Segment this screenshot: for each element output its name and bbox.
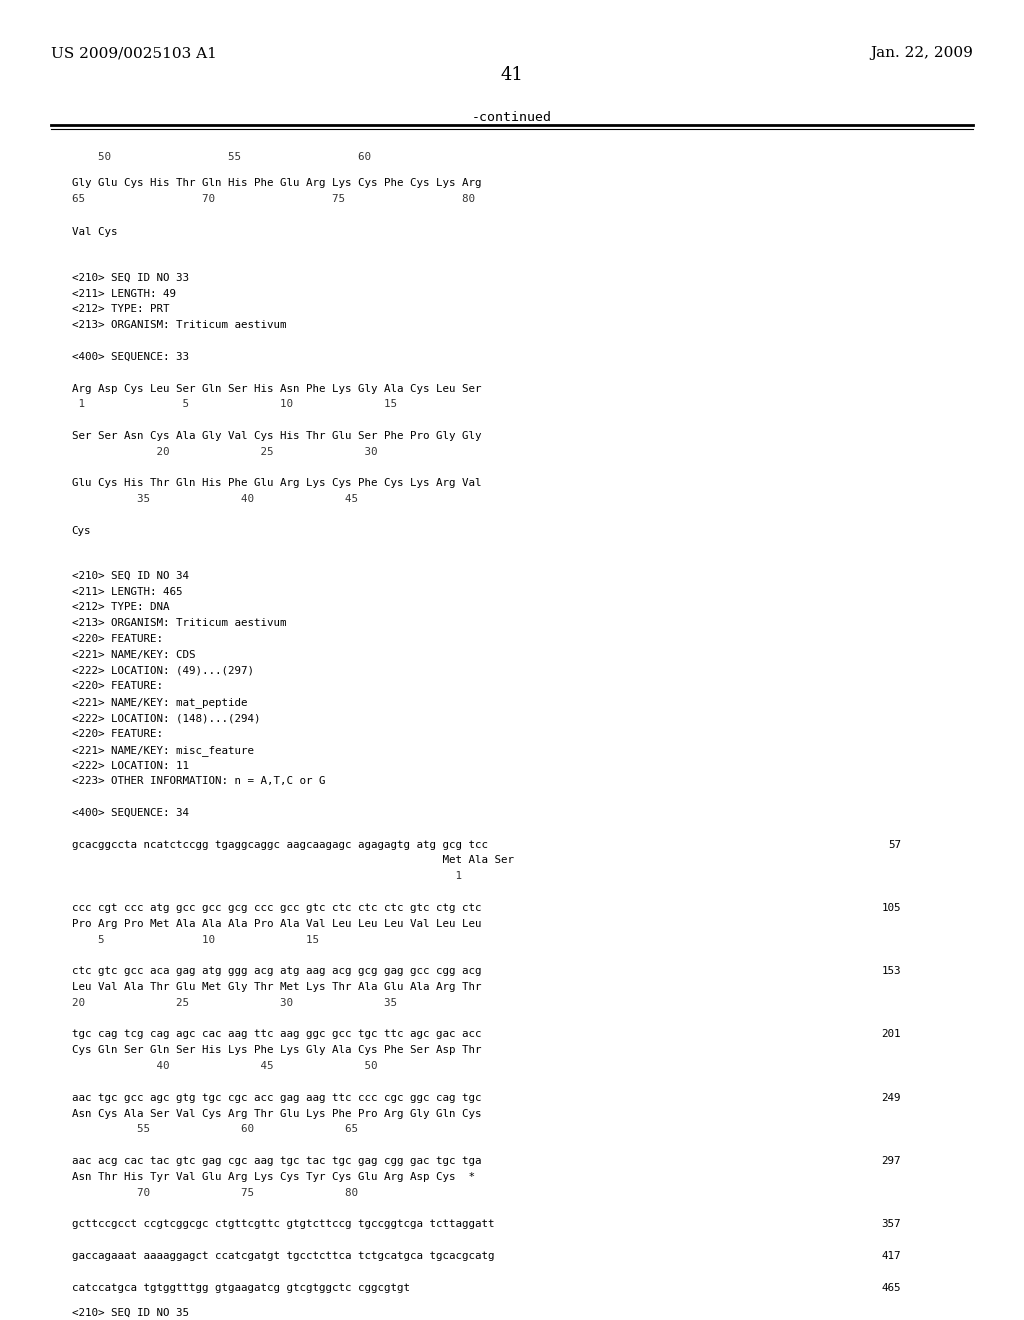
Text: <210> SEQ ID NO 33: <210> SEQ ID NO 33 [72, 273, 188, 282]
Text: catccatgca tgtggtttgg gtgaagatcg gtcgtggctc cggcgtgt: catccatgca tgtggtttgg gtgaagatcg gtcgtgg… [72, 1283, 410, 1292]
Text: <212> TYPE: PRT: <212> TYPE: PRT [72, 305, 169, 314]
Text: 1: 1 [72, 871, 462, 882]
Text: <220> FEATURE:: <220> FEATURE: [72, 729, 163, 739]
Text: <211> LENGTH: 49: <211> LENGTH: 49 [72, 289, 176, 298]
Text: <210> SEQ ID NO 34: <210> SEQ ID NO 34 [72, 570, 188, 581]
Text: tgc cag tcg cag agc cac aag ttc aag ggc gcc tgc ttc agc gac acc: tgc cag tcg cag agc cac aag ttc aag ggc … [72, 1030, 481, 1039]
Text: Jan. 22, 2009: Jan. 22, 2009 [870, 46, 973, 61]
Text: 70              75              80: 70 75 80 [72, 1188, 357, 1197]
Text: Leu Val Ala Thr Glu Met Gly Thr Met Lys Thr Ala Glu Ala Arg Thr: Leu Val Ala Thr Glu Met Gly Thr Met Lys … [72, 982, 481, 993]
Text: <213> ORGANISM: Triticum aestivum: <213> ORGANISM: Triticum aestivum [72, 618, 286, 628]
Text: <211> LENGTH: 465: <211> LENGTH: 465 [72, 586, 182, 597]
Text: ccc cgt ccc atg gcc gcc gcg ccc gcc gtc ctc ctc ctc gtc ctg ctc: ccc cgt ccc atg gcc gcc gcg ccc gcc gtc … [72, 903, 481, 913]
Text: 55              60              65: 55 60 65 [72, 1125, 357, 1134]
Text: Pro Arg Pro Met Ala Ala Ala Pro Ala Val Leu Leu Leu Val Leu Leu: Pro Arg Pro Met Ala Ala Ala Pro Ala Val … [72, 919, 481, 929]
Text: 297: 297 [882, 1156, 901, 1166]
Text: Asn Thr His Tyr Val Glu Arg Lys Cys Tyr Cys Glu Arg Asp Cys  *: Asn Thr His Tyr Val Glu Arg Lys Cys Tyr … [72, 1172, 475, 1181]
Text: US 2009/0025103 A1: US 2009/0025103 A1 [51, 46, 217, 61]
Text: Cys Gln Ser Gln Ser His Lys Phe Lys Gly Ala Cys Phe Ser Asp Thr: Cys Gln Ser Gln Ser His Lys Phe Lys Gly … [72, 1045, 481, 1055]
Text: 105: 105 [882, 903, 901, 913]
Text: <221> NAME/KEY: mat_peptide: <221> NAME/KEY: mat_peptide [72, 697, 247, 709]
Text: Gly Glu Cys His Thr Gln His Phe Glu Arg Lys Cys Phe Cys Lys Arg: Gly Glu Cys His Thr Gln His Phe Glu Arg … [72, 178, 481, 187]
Text: <213> ORGANISM: Triticum aestivum: <213> ORGANISM: Triticum aestivum [72, 321, 286, 330]
Text: <400> SEQUENCE: 33: <400> SEQUENCE: 33 [72, 352, 188, 362]
Text: <222> LOCATION: (148)...(294): <222> LOCATION: (148)...(294) [72, 713, 260, 723]
Text: <210> SEQ ID NO 35: <210> SEQ ID NO 35 [72, 1308, 188, 1317]
Text: 20              25              30              35: 20 25 30 35 [72, 998, 396, 1008]
Text: 357: 357 [882, 1220, 901, 1229]
Text: Asn Cys Ala Ser Val Cys Arg Thr Glu Lys Phe Pro Arg Gly Gln Cys: Asn Cys Ala Ser Val Cys Arg Thr Glu Lys … [72, 1109, 481, 1118]
Text: Cys: Cys [72, 525, 91, 536]
Text: gcttccgcct ccgtcggcgc ctgttcgttc gtgtcttccg tgccggtcga tcttaggatt: gcttccgcct ccgtcggcgc ctgttcgttc gtgtctt… [72, 1220, 495, 1229]
Text: <212> TYPE: DNA: <212> TYPE: DNA [72, 602, 169, 612]
Text: 20              25              30: 20 25 30 [72, 447, 377, 457]
Text: 5               10              15: 5 10 15 [72, 935, 318, 945]
Text: ctc gtc gcc aca gag atg ggg acg atg aag acg gcg gag gcc cgg acg: ctc gtc gcc aca gag atg ggg acg atg aag … [72, 966, 481, 977]
Text: gcacggccta ncatctccgg tgaggcaggc aagcaagagc agagagtg atg gcg tcc: gcacggccta ncatctccgg tgaggcaggc aagcaag… [72, 840, 487, 850]
Text: Met Ala Ser: Met Ala Ser [72, 855, 514, 866]
Text: 153: 153 [882, 966, 901, 977]
Text: Glu Cys His Thr Gln His Phe Glu Arg Lys Cys Phe Cys Lys Arg Val: Glu Cys His Thr Gln His Phe Glu Arg Lys … [72, 478, 481, 488]
Text: <222> LOCATION: (49)...(297): <222> LOCATION: (49)...(297) [72, 665, 254, 676]
Text: 465: 465 [882, 1283, 901, 1292]
Text: 249: 249 [882, 1093, 901, 1102]
Text: <222> LOCATION: 11: <222> LOCATION: 11 [72, 760, 188, 771]
Text: 50                  55                  60: 50 55 60 [72, 152, 371, 161]
Text: <220> FEATURE:: <220> FEATURE: [72, 681, 163, 692]
Text: 35              40              45: 35 40 45 [72, 494, 357, 504]
Text: <223> OTHER INFORMATION: n = A,T,C or G: <223> OTHER INFORMATION: n = A,T,C or G [72, 776, 326, 787]
Text: Val Cys: Val Cys [72, 227, 117, 236]
Text: 40              45              50: 40 45 50 [72, 1061, 377, 1071]
Text: Arg Asp Cys Leu Ser Gln Ser His Asn Phe Lys Gly Ala Cys Leu Ser: Arg Asp Cys Leu Ser Gln Ser His Asn Phe … [72, 384, 481, 393]
Text: <221> NAME/KEY: misc_feature: <221> NAME/KEY: misc_feature [72, 744, 254, 755]
Text: Ser Ser Asn Cys Ala Gly Val Cys His Thr Glu Ser Phe Pro Gly Gly: Ser Ser Asn Cys Ala Gly Val Cys His Thr … [72, 432, 481, 441]
Text: gaccagaaat aaaaggagct ccatcgatgt tgcctcttca tctgcatgca tgcacgcatg: gaccagaaat aaaaggagct ccatcgatgt tgcctct… [72, 1251, 495, 1261]
Text: 1               5              10              15: 1 5 10 15 [72, 400, 396, 409]
Text: 201: 201 [882, 1030, 901, 1039]
Text: 41: 41 [501, 66, 523, 84]
Text: 417: 417 [882, 1251, 901, 1261]
Text: aac tgc gcc agc gtg tgc cgc acc gag aag ttc ccc cgc ggc cag tgc: aac tgc gcc agc gtg tgc cgc acc gag aag … [72, 1093, 481, 1102]
Text: aac acg cac tac gtc gag cgc aag tgc tac tgc gag cgg gac tgc tga: aac acg cac tac gtc gag cgc aag tgc tac … [72, 1156, 481, 1166]
Text: <400> SEQUENCE: 34: <400> SEQUENCE: 34 [72, 808, 188, 818]
Text: 65                  70                  75                  80: 65 70 75 80 [72, 194, 475, 203]
Text: -continued: -continued [472, 111, 552, 124]
Text: 57: 57 [888, 840, 901, 850]
Text: <221> NAME/KEY: CDS: <221> NAME/KEY: CDS [72, 649, 196, 660]
Text: <220> FEATURE:: <220> FEATURE: [72, 634, 163, 644]
